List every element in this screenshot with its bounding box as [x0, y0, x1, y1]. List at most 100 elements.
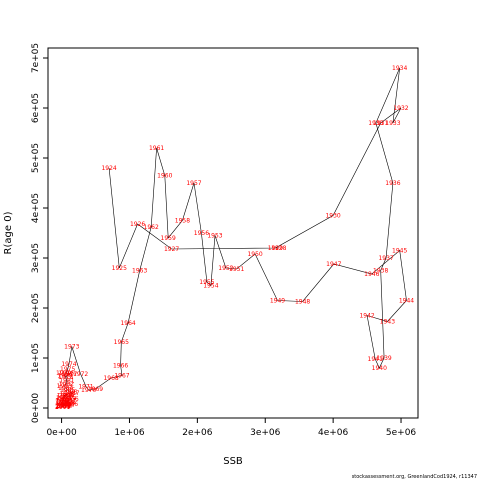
point-label-2007: 2007 — [61, 398, 76, 405]
x-tick-label: 1e+06 — [114, 428, 145, 438]
point-label-1927: 1927 — [164, 246, 179, 253]
point-label-1977: 1977 — [62, 371, 77, 378]
series-line — [62, 67, 407, 408]
point-label-2004: 2004 — [59, 393, 74, 400]
point-label-1954: 1954 — [203, 283, 218, 290]
point-label-2005: 2005 — [61, 394, 76, 401]
x-tick-label: 5e+06 — [386, 428, 417, 438]
point-label-1947: 1947 — [326, 261, 341, 268]
point-label-1974: 1974 — [61, 361, 76, 368]
point-label-1998: 1998 — [57, 403, 72, 410]
y-tick-label: 3e+05 — [31, 243, 41, 273]
x-axis-title: SSB — [223, 456, 243, 467]
point-label-1987: 1987 — [64, 390, 79, 397]
point-label-1957: 1957 — [186, 180, 201, 187]
point-label-1951: 1951 — [229, 266, 244, 273]
point-label-1980: 1980 — [57, 373, 72, 380]
point-label-1967: 1967 — [114, 373, 129, 380]
point-label-1953: 1953 — [207, 233, 222, 240]
point-label-1975: 1975 — [60, 366, 75, 373]
point-label-1984: 1984 — [58, 385, 73, 392]
point-label-1931: 1931 — [373, 120, 388, 127]
point-label-1964: 1964 — [120, 320, 135, 327]
point-label-1963: 1963 — [132, 268, 147, 275]
x-axis: 0e+00 1e+06 2e+06 3e+06 4e+06 5e+06 — [46, 418, 416, 438]
point-label-1949: 1949 — [270, 298, 285, 305]
point-label-1934: 1934 — [392, 65, 407, 72]
point-label-1952: 1952 — [218, 265, 233, 272]
y-tick-label: 5e+05 — [31, 143, 41, 173]
point-label-1995: 1995 — [61, 399, 76, 406]
point-label-1988: 1988 — [59, 391, 74, 398]
point-label-1929: 1929 — [268, 245, 283, 252]
point-label-2003: 2003 — [57, 395, 72, 402]
point-label-1960: 1960 — [157, 173, 172, 180]
point-label-1941: 1941 — [368, 356, 383, 363]
point-label-1982: 1982 — [59, 381, 74, 388]
point-label-2008: 2008 — [58, 399, 73, 406]
point-label-1976: 1976 — [59, 370, 74, 377]
x-tick-label: 4e+06 — [318, 428, 349, 438]
point-label-1928: 1928 — [271, 245, 286, 252]
point-label-2010: 2010 — [56, 403, 71, 410]
point-label-1968: 1968 — [103, 375, 118, 382]
point-label-1950: 1950 — [247, 251, 262, 258]
y-tick-label: 0e+00 — [31, 393, 41, 424]
point-label-1973: 1973 — [64, 344, 79, 351]
point-label-1958: 1958 — [175, 218, 190, 225]
point-label-1969: 1969 — [88, 386, 103, 393]
point-label-1966: 1966 — [113, 363, 128, 370]
point-label-1972: 1972 — [73, 371, 88, 378]
point-label-2001: 2001 — [55, 404, 70, 411]
point-label-1938: 1938 — [373, 268, 388, 275]
point-label-1992: 1992 — [55, 399, 70, 406]
point-label-1937: 1937 — [378, 255, 393, 262]
y-tick-label: 6e+05 — [31, 93, 41, 123]
y-tick-label: 2e+05 — [31, 293, 41, 323]
point-label-1961: 1961 — [149, 145, 164, 152]
credit-text: stockassessment.org, GreenlandCod1924, r… — [352, 474, 477, 480]
point-label-1942: 1942 — [359, 313, 374, 320]
y-tick-label: 4e+05 — [31, 193, 41, 223]
point-label-1956: 1956 — [194, 230, 209, 237]
point-label-1985: 1985 — [60, 387, 75, 394]
point-label-1930: 1930 — [325, 213, 340, 220]
point-label-1939: 1939 — [376, 355, 391, 362]
point-label-1965: 1965 — [114, 339, 129, 346]
point-label-2000: 2000 — [55, 404, 70, 411]
point-label-1994: 1994 — [58, 400, 73, 407]
point-label-1979: 1979 — [56, 370, 71, 377]
point-label-1925: 1925 — [112, 265, 127, 272]
point-label-1932: 1932 — [393, 105, 408, 112]
point-label-1989: 1989 — [57, 393, 72, 400]
y-axis: 0e+00 1e+05 2e+05 3e+05 4e+05 5e+05 6e+05 7e+05 — [31, 43, 48, 423]
point-label-1946: 1946 — [364, 271, 379, 278]
point-label-1959: 1959 — [161, 235, 176, 242]
plot-frame — [47, 47, 419, 419]
point-label-1971: 1971 — [78, 384, 93, 391]
point-label-1955: 1955 — [199, 279, 214, 286]
point-label-1940: 1940 — [372, 365, 387, 372]
x-tick-label: 3e+06 — [250, 428, 281, 438]
point-label-2009: 2009 — [57, 401, 72, 408]
point-label-1935: 1935 — [368, 120, 383, 127]
point-label-2002: 2002 — [56, 398, 71, 405]
point-label-1948: 1948 — [295, 299, 310, 306]
point-label-1945: 1945 — [392, 248, 407, 255]
point-label-1926: 1926 — [130, 221, 145, 228]
point-label-1924: 1924 — [101, 165, 116, 172]
y-tick-label: 7e+05 — [31, 43, 41, 73]
point-label-1978: 1978 — [58, 374, 73, 381]
point-label-1993: 1993 — [56, 401, 71, 408]
point-label-1970: 1970 — [81, 387, 96, 394]
point-label-1996: 1996 — [63, 401, 78, 408]
x-tick-label: 2e+06 — [182, 428, 213, 438]
point-label-1943: 1943 — [380, 319, 395, 326]
point-label-1962: 1962 — [144, 224, 159, 231]
y-axis-title: R(age 0) — [3, 211, 14, 254]
point-label-1944: 1944 — [399, 298, 414, 305]
point-label-1981: 1981 — [59, 378, 74, 385]
point-label-1936: 1936 — [385, 180, 400, 187]
